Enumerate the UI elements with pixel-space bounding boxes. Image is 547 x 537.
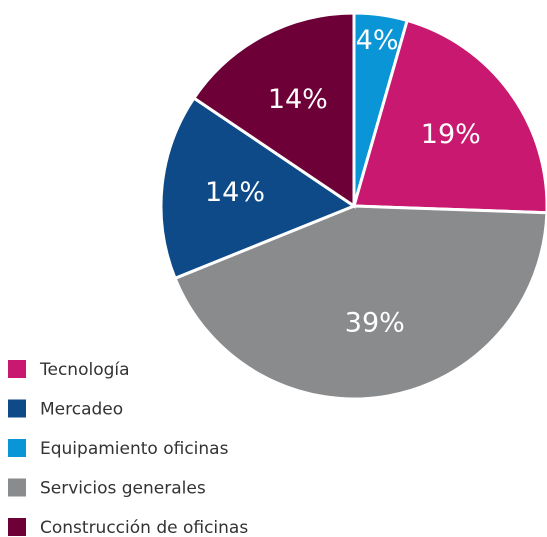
legend-swatch bbox=[8, 518, 26, 536]
legend-label: Tecnología bbox=[39, 360, 130, 380]
value-label: 14% bbox=[205, 177, 265, 208]
legend-swatch bbox=[8, 439, 26, 457]
legend-label: Mercadeo bbox=[40, 400, 123, 420]
legend-label: Construcción de oficinas bbox=[40, 518, 248, 537]
pie-slice bbox=[352, 18, 547, 215]
legend-swatch bbox=[8, 360, 26, 378]
legend-swatch bbox=[8, 399, 26, 418]
value-label: 19% bbox=[421, 119, 481, 150]
value-label: 14% bbox=[268, 84, 328, 115]
legend-label: Servicios generales bbox=[40, 479, 206, 499]
value-label: 39% bbox=[345, 307, 405, 338]
pie-slice bbox=[173, 204, 547, 401]
pie-slice bbox=[191, 11, 356, 209]
legend-label: Equipamiento oficinas bbox=[40, 439, 229, 459]
value-label: 4% bbox=[356, 25, 399, 56]
pie-slice bbox=[159, 95, 358, 281]
legend-swatch bbox=[8, 478, 26, 497]
